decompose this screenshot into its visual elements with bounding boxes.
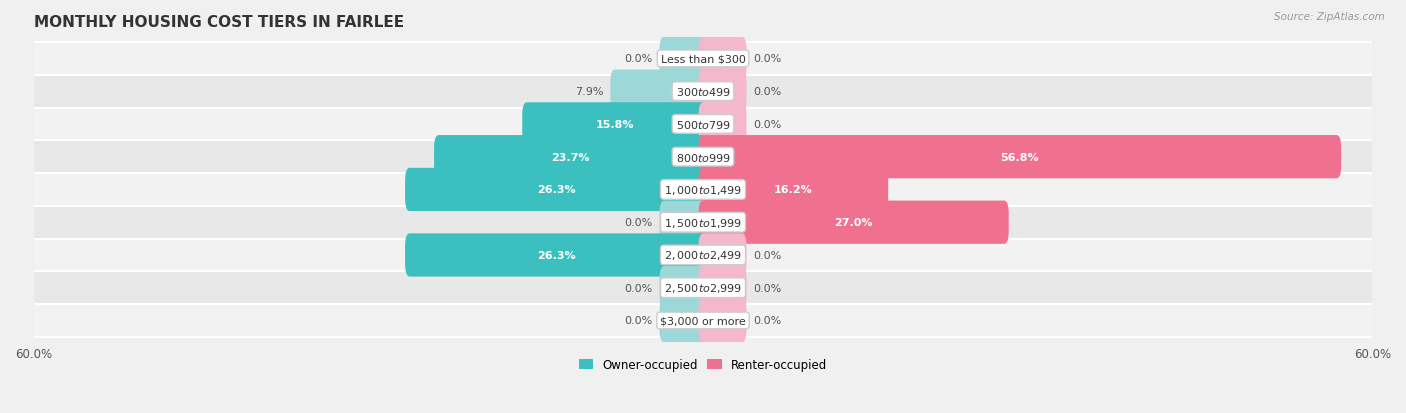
Text: 0.0%: 0.0% [624,218,652,228]
FancyBboxPatch shape [659,299,707,342]
FancyBboxPatch shape [659,38,707,81]
Bar [34,108,1372,141]
Text: 0.0%: 0.0% [754,87,782,97]
Text: $3,000 or more: $3,000 or more [661,316,745,326]
Bar [34,43,1372,76]
Bar [34,239,1372,272]
Text: $800 to $999: $800 to $999 [675,151,731,163]
Text: 0.0%: 0.0% [754,120,782,130]
Text: 16.2%: 16.2% [773,185,813,195]
FancyBboxPatch shape [699,169,889,211]
Text: 0.0%: 0.0% [624,54,652,64]
FancyBboxPatch shape [699,70,747,114]
Text: $2,500 to $2,999: $2,500 to $2,999 [664,282,742,294]
FancyBboxPatch shape [405,234,707,277]
FancyBboxPatch shape [699,299,747,342]
Bar [34,272,1372,304]
FancyBboxPatch shape [659,266,707,310]
FancyBboxPatch shape [699,201,1008,244]
Bar [34,206,1372,239]
FancyBboxPatch shape [699,266,747,310]
FancyBboxPatch shape [610,70,707,114]
Text: 0.0%: 0.0% [624,283,652,293]
FancyBboxPatch shape [522,103,707,146]
FancyBboxPatch shape [699,234,747,277]
Text: Source: ZipAtlas.com: Source: ZipAtlas.com [1274,12,1385,22]
Legend: Owner-occupied, Renter-occupied: Owner-occupied, Renter-occupied [574,353,832,375]
Text: 0.0%: 0.0% [754,316,782,326]
Text: 23.7%: 23.7% [551,152,591,162]
Text: 0.0%: 0.0% [624,316,652,326]
Text: 7.9%: 7.9% [575,87,603,97]
Text: $300 to $499: $300 to $499 [675,86,731,98]
Text: 0.0%: 0.0% [754,283,782,293]
Text: 26.3%: 26.3% [537,185,575,195]
Text: $1,500 to $1,999: $1,500 to $1,999 [664,216,742,229]
Text: $500 to $799: $500 to $799 [675,119,731,131]
Text: Less than $300: Less than $300 [661,54,745,64]
FancyBboxPatch shape [659,201,707,244]
Bar [34,76,1372,108]
FancyBboxPatch shape [405,169,707,211]
Text: MONTHLY HOUSING COST TIERS IN FAIRLEE: MONTHLY HOUSING COST TIERS IN FAIRLEE [34,15,404,30]
FancyBboxPatch shape [699,38,747,81]
Text: $1,000 to $1,499: $1,000 to $1,499 [664,183,742,197]
Bar [34,304,1372,337]
Bar [34,173,1372,206]
FancyBboxPatch shape [434,136,707,179]
Text: 0.0%: 0.0% [754,250,782,260]
FancyBboxPatch shape [699,136,1341,179]
Text: 27.0%: 27.0% [834,218,873,228]
Text: 0.0%: 0.0% [754,54,782,64]
Text: 15.8%: 15.8% [596,120,634,130]
Text: $2,000 to $2,499: $2,000 to $2,499 [664,249,742,262]
Bar [34,141,1372,173]
FancyBboxPatch shape [699,103,747,146]
Text: 56.8%: 56.8% [1001,152,1039,162]
Text: 26.3%: 26.3% [537,250,575,260]
